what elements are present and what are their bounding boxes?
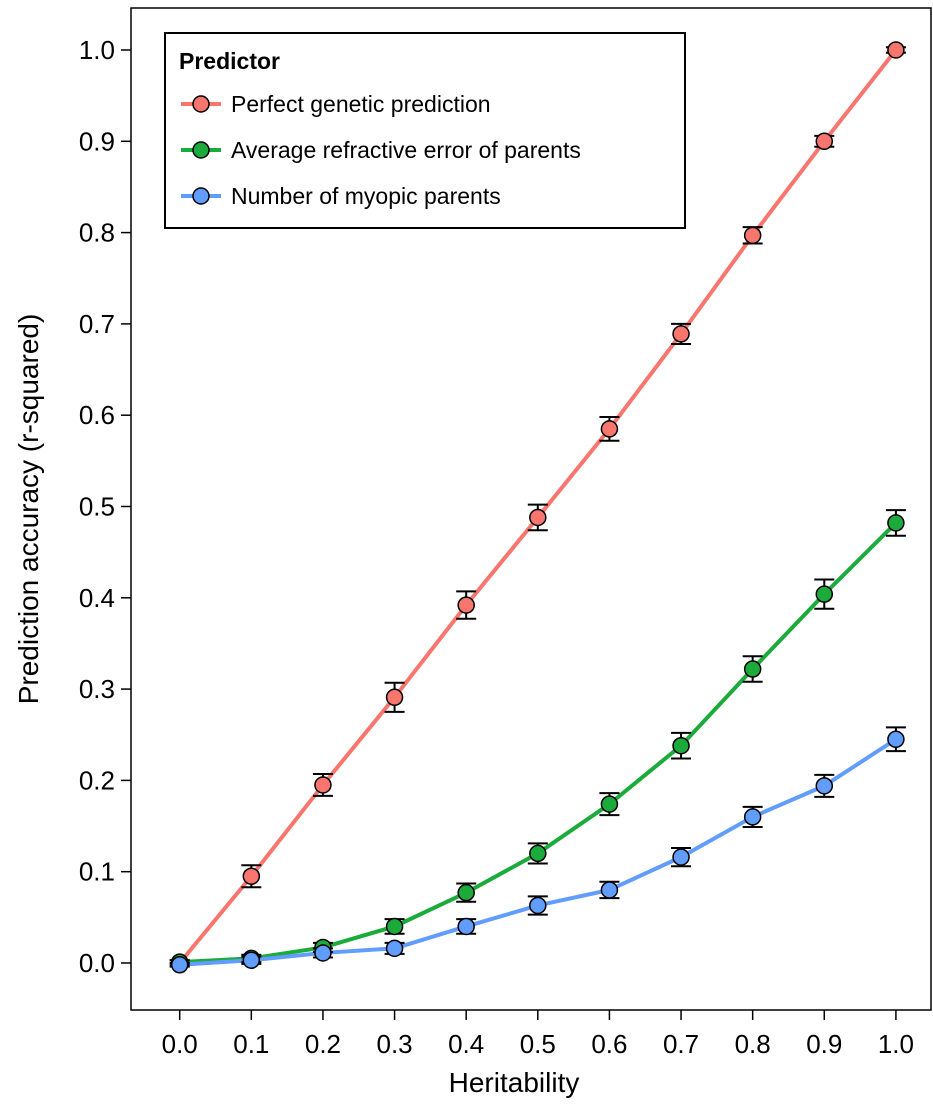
legend-marker [192, 187, 210, 205]
point [242, 951, 261, 969]
x-tick-label: 0.1 [233, 1029, 269, 1059]
point [672, 848, 690, 866]
point [314, 776, 332, 794]
y-tick-label: 0.5 [79, 491, 115, 521]
point [385, 917, 404, 936]
point [887, 730, 905, 749]
point [743, 660, 762, 678]
point [815, 132, 834, 151]
y-axis-title: Prediction accuracy (r-squared) [13, 314, 44, 705]
y-tick-label: 0.4 [79, 583, 115, 613]
point [815, 585, 834, 603]
y-tick-label: 0.8 [79, 218, 115, 248]
y-tick-label: 0.6 [79, 400, 115, 430]
point [672, 736, 690, 755]
y-tick-label: 0.3 [79, 674, 115, 704]
x-tick-label: 0.7 [663, 1029, 699, 1059]
x-tick-label: 0.2 [305, 1029, 341, 1059]
point [743, 226, 762, 245]
y-tick-label: 0.9 [79, 126, 115, 156]
x-tick-label: 0.3 [376, 1029, 412, 1059]
x-tick-label: 1.0 [878, 1029, 914, 1059]
y-tick-label: 1.0 [79, 35, 115, 65]
point [672, 325, 690, 343]
x-tick-label: 0.4 [448, 1029, 484, 1059]
point [529, 508, 547, 527]
point [887, 514, 905, 532]
point [600, 795, 619, 813]
legend-title: Predictor [179, 48, 280, 74]
x-tick-label: 0.6 [591, 1029, 627, 1059]
point [743, 808, 762, 826]
y-tick-label: 0.2 [79, 765, 115, 795]
point [385, 688, 404, 707]
legend-label: Perfect genetic prediction [231, 91, 491, 117]
point [385, 939, 404, 958]
legend-marker [192, 95, 210, 113]
point [457, 917, 475, 936]
y-tick-label: 0.0 [79, 948, 115, 978]
legend: Predictor Perfect genetic prediction Avera… [164, 32, 686, 229]
x-axis-title: Heritability [449, 1067, 580, 1098]
point [457, 596, 475, 614]
plot-frame [130, 7, 932, 1011]
x-tick-label: 0.8 [735, 1029, 771, 1059]
x-tick-label: 0.9 [806, 1029, 842, 1059]
legend-box [164, 32, 686, 229]
point [529, 844, 547, 863]
x-tick-label: 0.5 [520, 1029, 556, 1059]
point [242, 867, 261, 885]
y-tick-label: 0.7 [79, 309, 115, 339]
point [600, 881, 619, 899]
point [457, 883, 475, 902]
point [314, 944, 332, 962]
point [887, 41, 905, 59]
legend-label: Average refractive error of parents [231, 137, 581, 163]
x-tick-label: 0.0 [162, 1029, 198, 1059]
legend-marker [192, 141, 210, 159]
legend-label: Number of myopic parents [231, 183, 501, 209]
point [170, 956, 189, 974]
point [600, 420, 619, 438]
point [529, 896, 547, 915]
y-tick-label: 0.1 [79, 857, 115, 887]
point [815, 777, 834, 795]
